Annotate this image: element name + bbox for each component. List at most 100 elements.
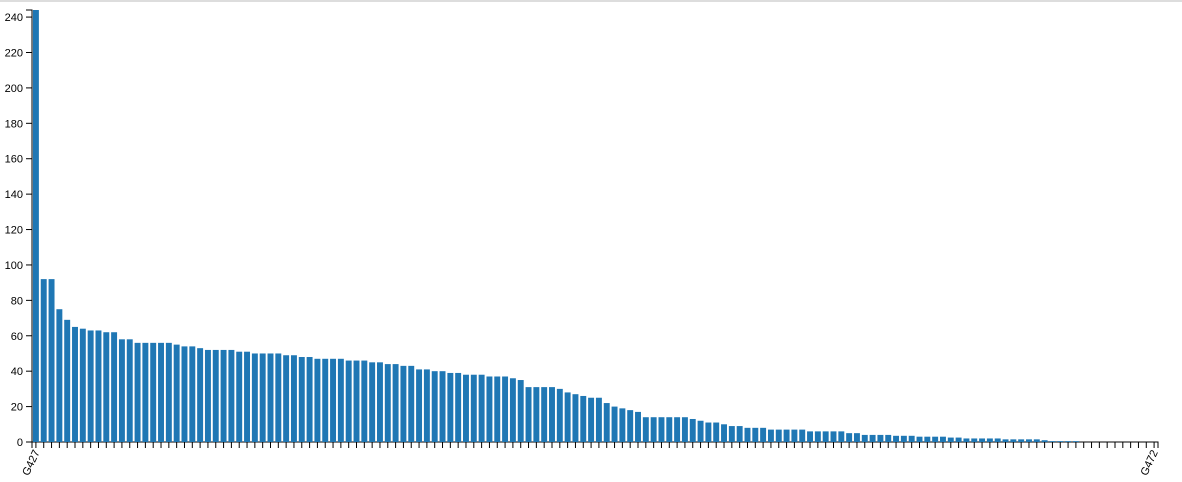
bar [1065,441,1072,442]
bar [455,372,462,442]
bar [807,431,814,442]
bar [306,357,313,442]
x-tick-label: G472 [1139,448,1161,477]
bar [447,372,454,442]
y-tick-label: 40 [11,366,23,378]
bar [56,309,63,442]
bar [541,387,548,442]
bar [204,349,211,442]
bar [486,376,493,442]
bar [556,388,563,442]
bar [423,369,430,442]
bar [173,344,180,442]
bar [353,360,360,442]
bar [337,358,344,442]
bar [1026,439,1032,442]
bar [939,436,946,442]
bar [1033,439,1040,442]
bar [979,438,986,442]
bar [126,339,133,442]
bar [830,431,837,442]
y-tick-label: 0 [17,437,23,449]
bar [533,387,540,442]
bar [947,437,954,442]
bar [650,417,657,442]
bar [1018,439,1025,442]
bar [986,438,993,442]
bar [290,355,297,442]
y-tick-label: 200 [5,83,23,95]
bar [150,342,157,442]
bar [932,436,939,442]
bar [869,434,876,442]
bar [408,365,415,442]
bar [549,387,555,442]
bar [470,374,477,442]
bar [838,431,845,442]
bar [713,422,720,442]
bar [361,360,368,442]
bar [400,365,407,442]
y-tick-label: 60 [11,331,23,343]
bar [345,360,352,442]
bar [853,433,860,442]
bar [189,346,196,442]
bar [64,319,71,442]
bar [619,408,626,442]
bar [1010,439,1017,442]
bar [697,420,704,442]
bar [885,434,892,442]
bar [275,353,282,442]
bar [924,436,931,442]
bar [1057,441,1064,442]
bar [822,431,829,442]
bar [228,349,235,442]
bar [564,392,571,442]
bar [439,371,446,442]
bar [502,376,509,442]
bar [416,369,423,442]
bar [642,417,649,442]
bar [118,339,125,442]
bar [181,346,188,442]
bar [627,410,634,442]
bar [572,394,579,442]
bar [165,342,172,442]
bar [674,417,681,442]
x-axis [31,441,1159,448]
bar [799,429,806,442]
bar [994,438,1001,442]
bar [783,429,790,442]
bar [32,10,39,442]
bar [908,435,915,442]
bar [72,326,78,442]
bar [158,342,164,442]
bar [212,349,219,442]
y-tick-label: 180 [5,118,23,130]
y-axis [26,9,33,443]
y-tick-label: 140 [5,189,23,201]
bar [322,358,329,442]
bar [588,397,595,442]
bar [392,364,399,442]
bar [900,435,907,442]
bar [877,434,884,442]
bar [752,427,759,442]
bar [689,418,696,442]
bar [635,411,641,442]
bar [916,436,923,442]
bar [369,362,376,442]
bar [775,429,782,442]
bar [595,397,602,442]
bar [259,353,266,442]
bar [658,417,665,442]
bar [760,427,767,442]
bar [298,357,305,442]
bar [814,431,821,442]
y-tick-label: 220 [5,47,23,59]
bar [463,374,469,442]
bar [1002,439,1009,442]
bar [580,395,587,442]
